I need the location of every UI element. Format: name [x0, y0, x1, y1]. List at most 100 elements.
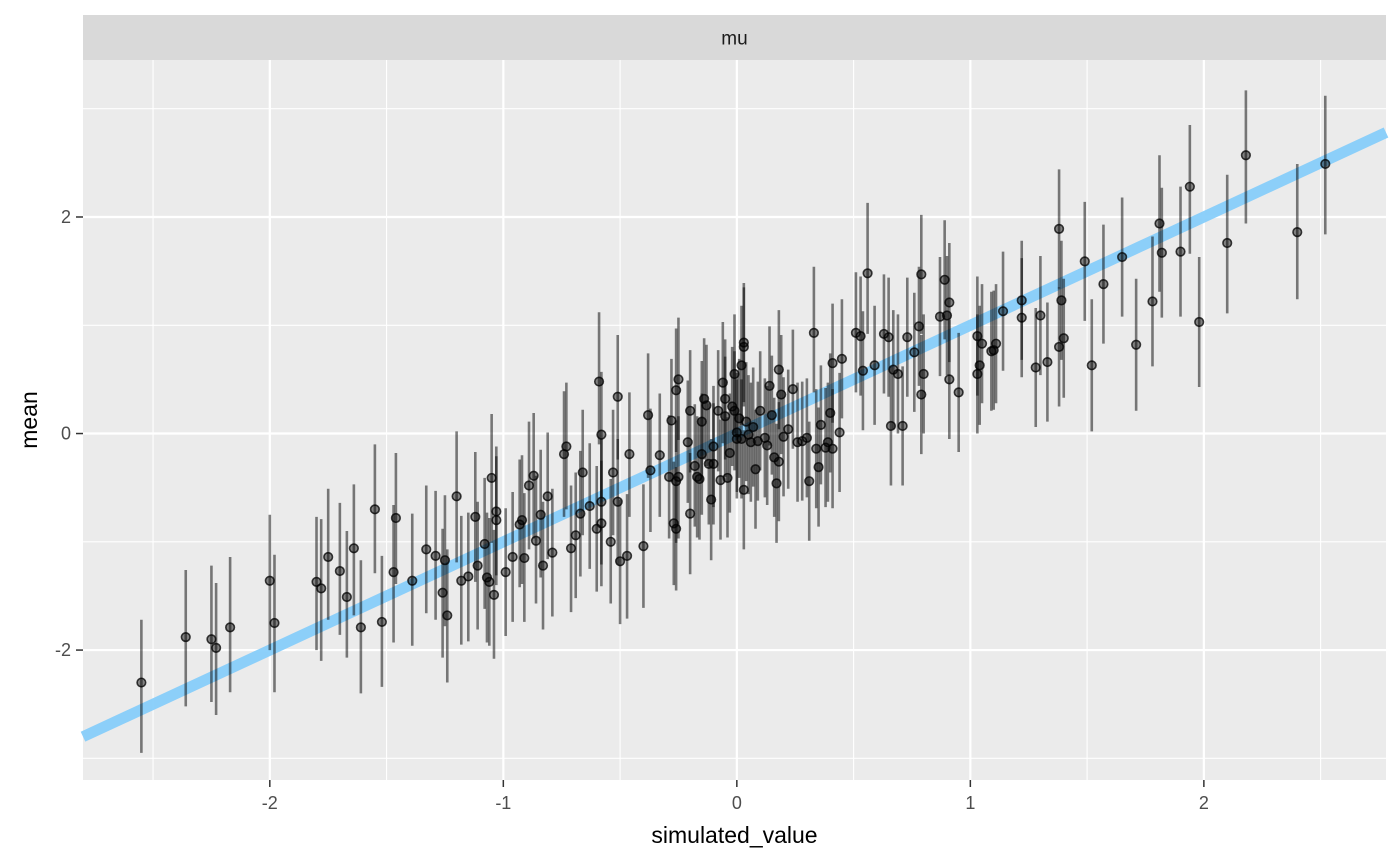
data-marks — [136, 90, 1331, 753]
data-point — [808, 266, 819, 393]
y-tick-label: 0 — [61, 424, 71, 444]
point-marker — [783, 424, 794, 435]
data-point — [815, 365, 826, 485]
data-point — [1147, 236, 1158, 367]
point-marker — [355, 622, 366, 633]
data-point — [136, 619, 147, 753]
data-point — [892, 314, 904, 434]
data-point — [614, 499, 626, 625]
data-point — [1184, 124, 1195, 254]
point-marker — [738, 484, 749, 495]
data-point — [316, 519, 327, 661]
point-marker — [1222, 237, 1233, 249]
point-marker — [1194, 316, 1205, 328]
point-marker — [738, 341, 749, 353]
point-marker — [486, 472, 497, 484]
x-tick-label: 0 — [732, 793, 742, 813]
data-point — [1156, 187, 1167, 318]
point-marker — [1016, 312, 1027, 323]
point-marker — [1240, 150, 1251, 161]
data-point — [902, 277, 913, 397]
data-point — [565, 485, 577, 613]
major-gridlines — [83, 60, 1386, 780]
facet-strip-label: mu — [721, 29, 747, 50]
data-point — [1042, 302, 1053, 422]
data-point — [944, 242, 955, 363]
data-point — [1194, 257, 1205, 387]
point-marker — [369, 504, 380, 515]
point-marker — [1131, 339, 1142, 350]
point-marker — [264, 575, 275, 586]
point-marker — [990, 338, 1002, 349]
data-point — [869, 305, 880, 425]
data-point — [407, 513, 418, 646]
point-marker — [488, 589, 500, 600]
data-point — [355, 560, 366, 694]
point-marker — [537, 560, 549, 571]
point-marker — [507, 551, 518, 563]
data-point — [734, 358, 745, 478]
point-marker — [1117, 251, 1128, 263]
point-marker — [451, 491, 462, 502]
point-marker — [565, 543, 577, 554]
data-point — [685, 453, 696, 575]
data-point — [1117, 197, 1128, 317]
point-marker — [1292, 227, 1303, 238]
point-marker — [376, 616, 387, 628]
data-point — [323, 488, 334, 620]
data-point — [918, 314, 929, 434]
point-marker — [463, 571, 474, 582]
point-marker — [1030, 362, 1041, 373]
data-point — [666, 358, 677, 483]
point-marker — [348, 543, 359, 554]
data-point — [624, 392, 635, 517]
point-marker — [1035, 310, 1046, 321]
point-marker — [645, 465, 656, 476]
x-tick-label: -1 — [495, 793, 511, 813]
point-marker — [607, 467, 619, 478]
point-marker — [897, 420, 908, 432]
data-point — [530, 475, 542, 604]
data-point — [547, 488, 558, 617]
data-point — [1053, 169, 1065, 289]
point-marker — [976, 338, 988, 349]
data-point — [836, 299, 848, 419]
data-point — [1035, 255, 1046, 376]
point-marker — [614, 556, 626, 567]
data-point — [654, 393, 665, 517]
data-point — [897, 366, 908, 486]
point-marker — [638, 541, 649, 552]
point-marker — [624, 449, 635, 460]
point-marker — [596, 518, 607, 529]
point-marker — [944, 374, 955, 385]
point-marker — [523, 480, 535, 491]
x-tick-label: 2 — [1199, 793, 1209, 813]
point-marker — [1079, 256, 1090, 267]
point-marker — [892, 368, 904, 380]
data-point — [225, 556, 236, 693]
point-marker — [323, 551, 334, 563]
data-point — [484, 517, 495, 646]
data-point — [269, 554, 280, 693]
point-marker — [1320, 158, 1331, 170]
data-point — [442, 549, 453, 683]
point-marker — [1184, 181, 1195, 192]
data-point — [456, 515, 467, 645]
data-point — [491, 446, 502, 576]
point-marker — [456, 575, 467, 586]
data-point — [180, 569, 191, 707]
point-marker — [334, 565, 345, 577]
data-point — [507, 492, 518, 622]
data-point — [738, 287, 749, 407]
point-marker — [827, 443, 838, 454]
data-point — [451, 431, 462, 563]
point-marker — [316, 583, 327, 594]
point-marker — [621, 550, 633, 561]
data-point — [953, 332, 964, 452]
point-marker — [577, 467, 588, 478]
data-point — [673, 416, 684, 539]
point-marker — [685, 508, 696, 519]
point-marker — [390, 512, 402, 524]
data-point — [596, 460, 607, 587]
point-marker — [773, 456, 784, 467]
